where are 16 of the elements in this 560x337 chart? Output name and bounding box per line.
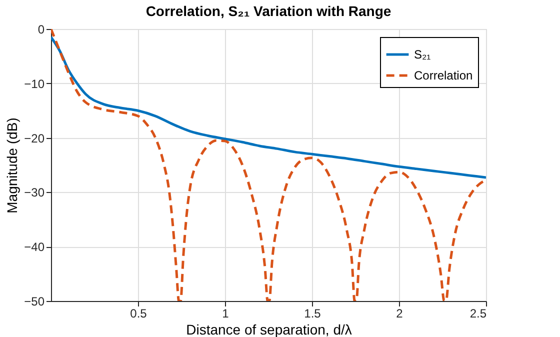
y-tick-label: −20 (24, 131, 45, 146)
y-tick-label: −50 (24, 294, 45, 308)
y-tick-label: 0 (38, 22, 45, 36)
y-tick-label: −10 (24, 76, 45, 91)
x-tick-label: 2.5 (470, 306, 487, 320)
x-tick-label: 0.5 (130, 306, 148, 320)
chart-title: Correlation, S₂₁ Variation with Range (146, 3, 392, 19)
x-tick-label: 1 (222, 306, 230, 320)
x-tick-label: 2 (396, 306, 404, 320)
legend-label: Correlation (414, 68, 473, 82)
legend-label: S₂₁ (414, 48, 431, 62)
x-tick-label: 1.5 (304, 306, 322, 320)
y-tick-label: −40 (24, 240, 45, 254)
line-series (51, 36, 486, 179)
y-axis-title: Magnitude (dB) (4, 118, 20, 214)
y-tick-label: −30 (24, 186, 45, 200)
